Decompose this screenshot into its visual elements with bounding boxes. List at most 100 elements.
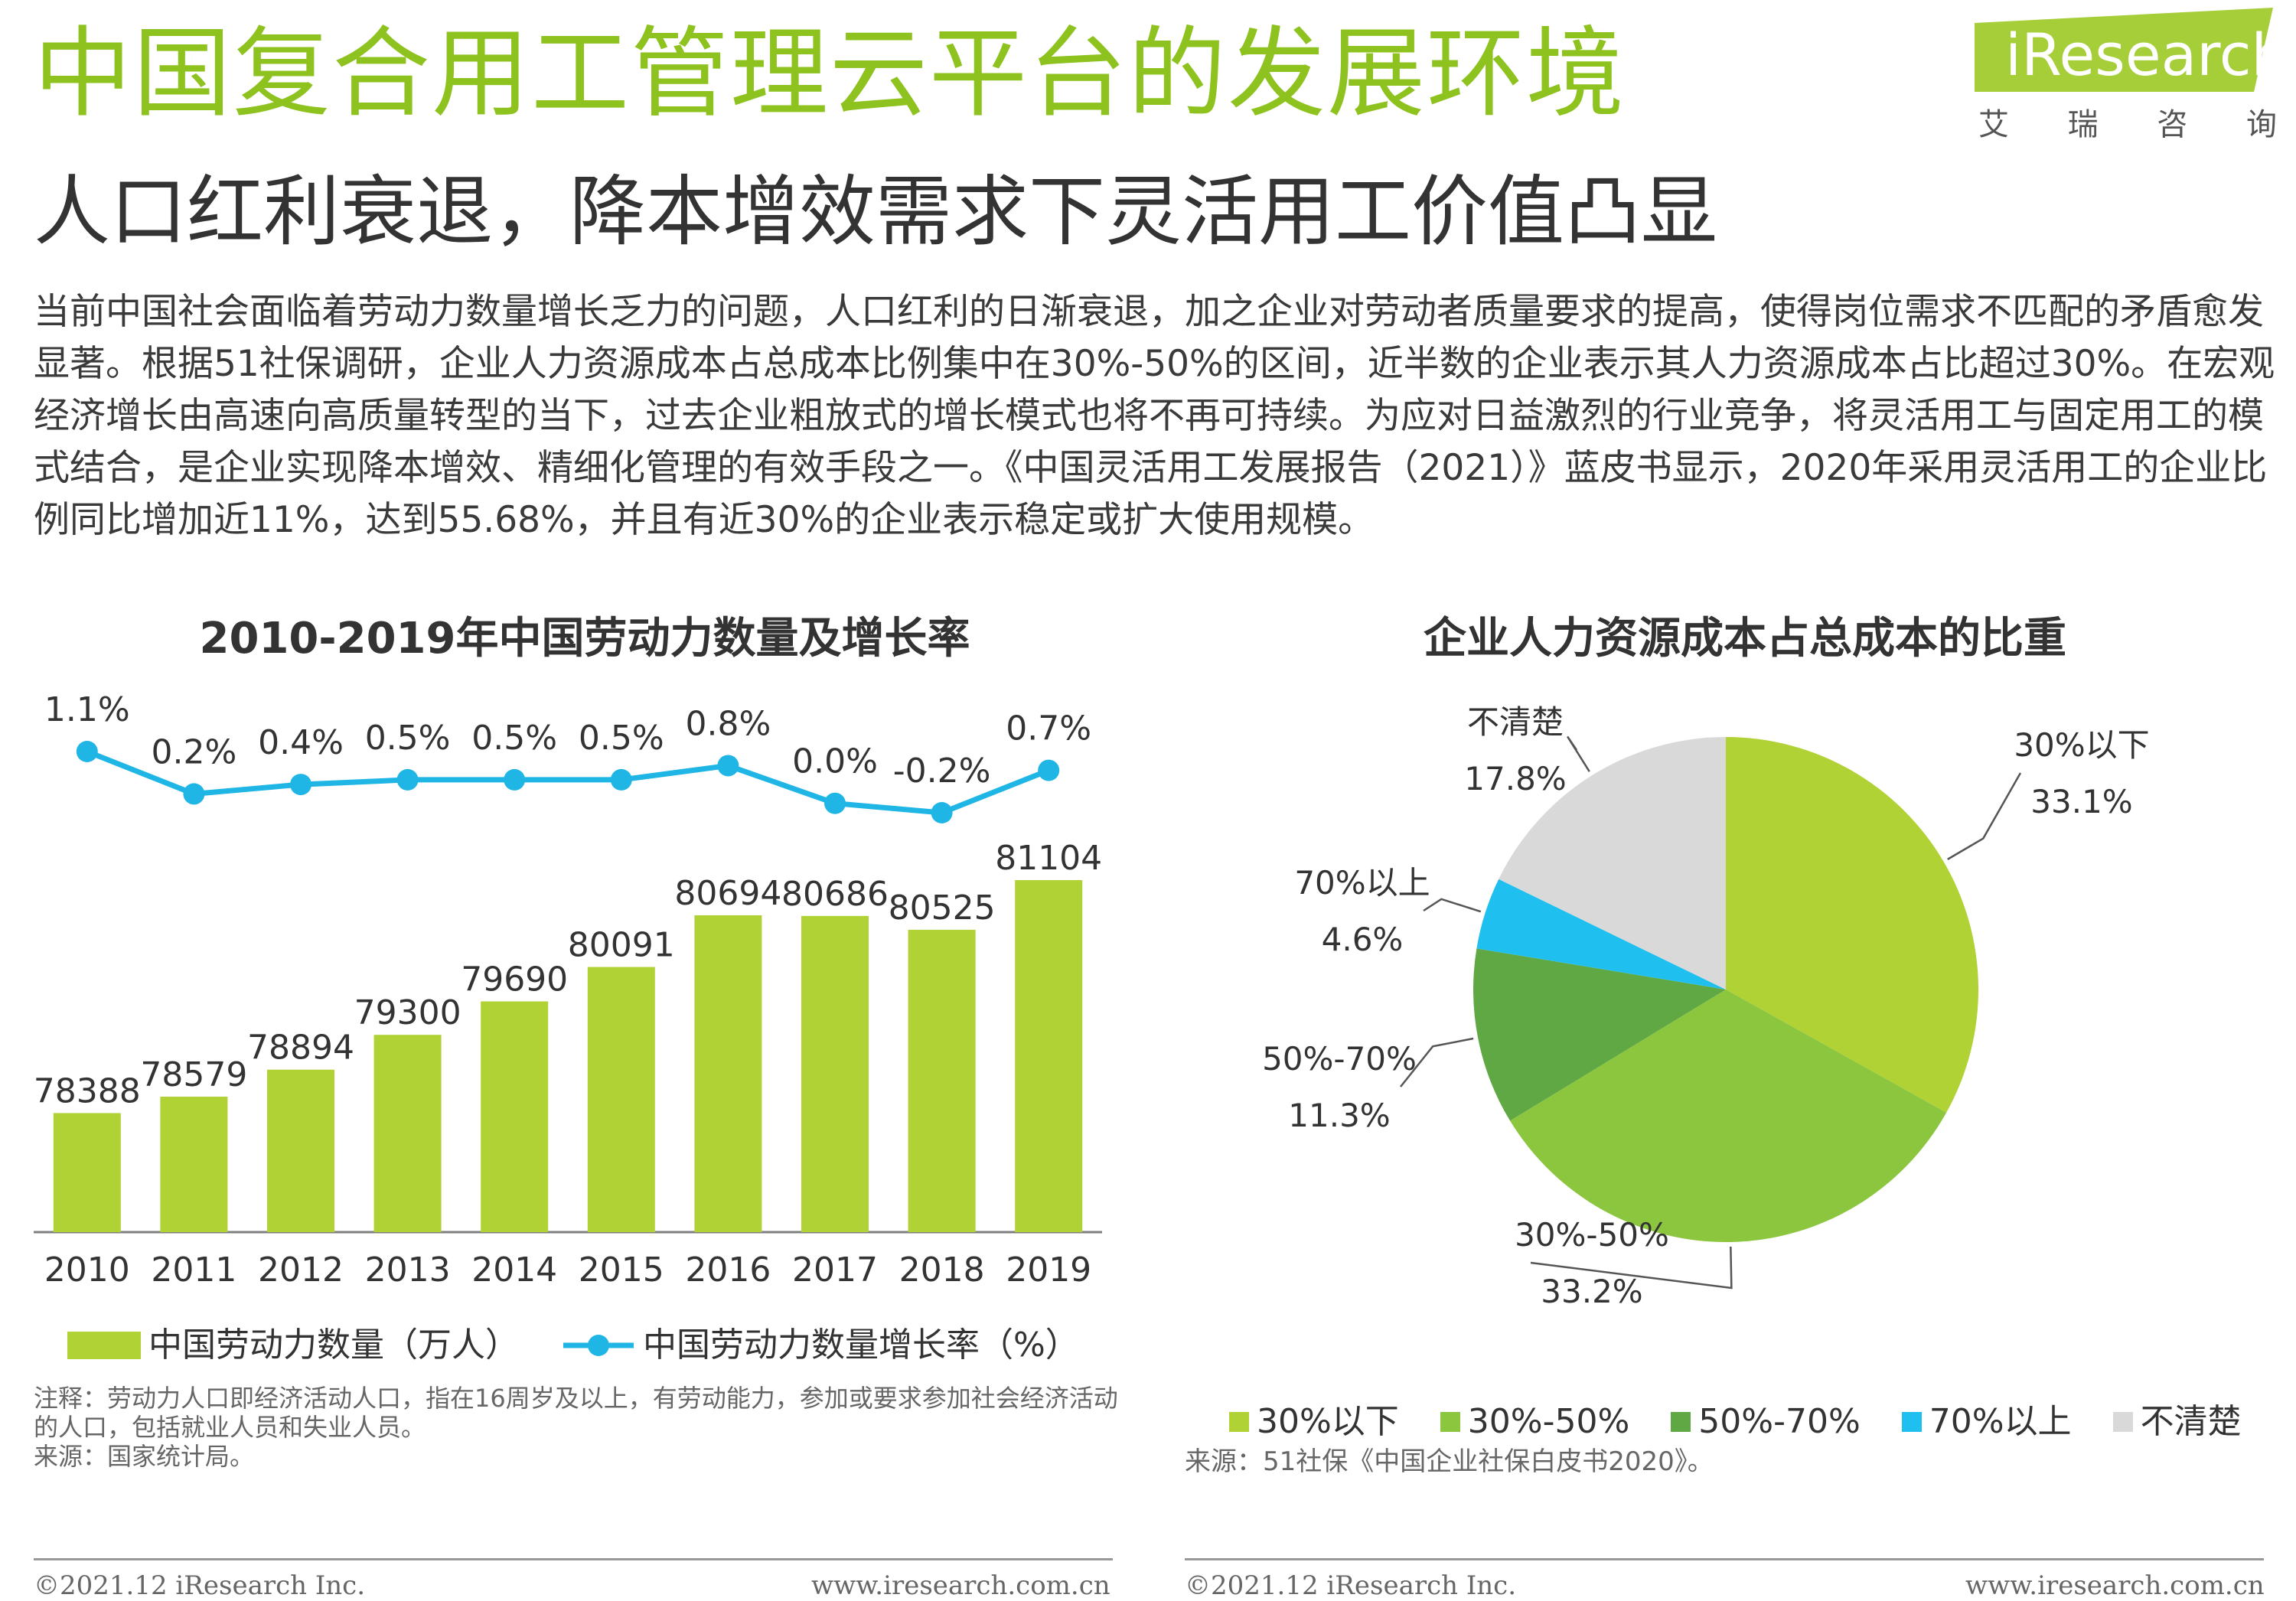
page-title: 中国复合用工管理云平台的发展环境	[34, 17, 1626, 131]
bar-value-label-2010: 78388	[34, 1071, 141, 1110]
growth-rate-label-2012: 0.4%	[258, 723, 344, 762]
footer-divider-right	[1185, 1558, 2264, 1560]
right-source: 来源：51社保《中国企业社保白皮书2020》。	[1185, 1446, 1714, 1477]
legend-label: 30%以下	[1257, 1402, 1399, 1441]
pie-slice-1	[1510, 990, 1947, 1242]
x-tick-label-2016: 2016	[685, 1250, 771, 1290]
legend-label: 70%以上	[1929, 1402, 2072, 1441]
pie-value-label-2: 11.3%	[1288, 1097, 1390, 1134]
growth-rate-point-2019	[1038, 759, 1060, 781]
growth-rate-point-2011	[183, 783, 205, 805]
bar-chart-title: 2010-2019年中国劳动力数量及增长率	[199, 614, 970, 664]
bar-2011	[160, 1097, 228, 1232]
note-text: 注释：劳动力人口即经济活动人口，指在16周岁及以上，有劳动能力，参加或要求参加社…	[34, 1384, 1118, 1442]
bar-2015	[587, 967, 655, 1232]
bar-value-label-2015: 80091	[568, 926, 675, 965]
legend-swatch	[1671, 1412, 1691, 1432]
growth-rate-point-2014	[504, 768, 526, 791]
bar-2016	[694, 915, 762, 1232]
growth-rate-point-2018	[931, 802, 953, 823]
growth-rate-point-2012	[290, 774, 311, 796]
growth-rate-label-2011: 0.2%	[152, 732, 237, 771]
legend-item-labor-count: 中国劳动力数量（万人）	[67, 1322, 519, 1368]
left-note: 注释：劳动力人口即经济活动人口，指在16周岁及以上，有劳动能力，参加或要求参加社…	[34, 1384, 1120, 1471]
legend-label: 30%-50%	[1467, 1402, 1630, 1441]
bar-value-label-2013: 79300	[354, 993, 461, 1032]
pie-slice-4	[1499, 737, 1726, 990]
legend-item-over-70: 70%以上	[1901, 1399, 2072, 1445]
x-tick-label-2018: 2018	[899, 1250, 985, 1290]
bar-2017	[801, 915, 869, 1232]
legend-item-30-50: 30%-50%	[1440, 1399, 1629, 1445]
footer-url-left[interactable]: www.iresearch.com.cn	[811, 1570, 1110, 1601]
hr-cost-pie-chart: 30%以下 33.1% 30%-50% 33.2% 50%-70% 11.3% 70%以上 4…	[1262, 703, 2150, 1310]
growth-rate-label-2018: -0.2%	[893, 752, 991, 791]
pie-category-label-4: 不清楚	[1467, 703, 1564, 741]
bar-2013	[373, 1035, 442, 1232]
pie-leader-line-0	[1947, 772, 2022, 860]
logo-sub-char: 瑞	[2067, 107, 2099, 142]
x-tick-label-2011: 2011	[151, 1250, 236, 1290]
bar-2019	[1015, 880, 1083, 1232]
pie-slice-3	[1476, 879, 1726, 990]
logo-text: iResearch	[2005, 21, 2288, 89]
logo-subtitle: 艾 瑞 咨 询	[1978, 99, 2277, 144]
x-tick-label-2013: 2013	[365, 1250, 451, 1290]
legend-item-unclear: 不清楚	[2112, 1399, 2242, 1445]
legend-label: 不清楚	[2140, 1402, 2242, 1441]
growth-rate-point-2017	[824, 792, 846, 814]
bar-2018	[908, 929, 976, 1232]
bar-2012	[267, 1069, 334, 1232]
legend-line-marker	[563, 1335, 634, 1356]
growth-rate-point-2010	[76, 741, 98, 762]
legend-label: 中国劳动力数量（万人）	[148, 1325, 519, 1365]
legend-swatch	[1440, 1412, 1460, 1432]
legend-item-under-30: 30%以下	[1229, 1399, 1399, 1445]
footer-divider-left	[34, 1558, 1113, 1560]
body-paragraph: 当前中国社会面临着劳动力数量增长乏力的问题，人口红利的日渐衰退，加之企业对劳动者…	[34, 291, 2275, 541]
bar-value-label-2012: 78894	[247, 1029, 354, 1068]
x-tick-label-2014: 2014	[471, 1250, 557, 1290]
legend-item-50-70: 50%-70%	[1671, 1399, 1861, 1445]
x-tick-label-2010: 2010	[44, 1250, 130, 1290]
legend-label: 中国劳动力数量增长率（%）	[643, 1325, 1079, 1365]
footer-copyright-left: ©2021.12 iResearch Inc.	[34, 1570, 366, 1601]
pie-leader-line-1	[1530, 1246, 1733, 1290]
growth-rate-label-2017: 0.0%	[792, 742, 878, 781]
bar-value-label-2019: 81104	[995, 839, 1102, 878]
bar-value-label-2011: 78579	[140, 1055, 247, 1094]
growth-rate-label-2014: 0.5%	[471, 719, 557, 758]
bar-value-label-2017: 80686	[781, 875, 889, 914]
legend-swatch	[1901, 1412, 1922, 1432]
footer-copyright-right: ©2021.12 iResearch Inc.	[1185, 1570, 1517, 1601]
pie-category-label-3: 70%以上	[1294, 864, 1430, 902]
source-text: 来源：国家统计局。	[34, 1442, 255, 1471]
x-tick-label-2015: 2015	[579, 1250, 664, 1290]
pie-value-label-3: 4.6%	[1322, 921, 1404, 958]
growth-rate-label-2013: 0.5%	[365, 719, 451, 758]
logo-sub-char: 艾	[1978, 107, 2009, 142]
legend-item-growth-rate: 中国劳动力数量增长率（%）	[562, 1322, 1079, 1368]
pie-leader-line-4	[1567, 735, 1590, 772]
bar-value-label-2018: 80525	[889, 889, 996, 928]
growth-rate-line	[86, 748, 1050, 816]
growth-rate-label-2016: 0.8%	[686, 704, 771, 743]
logo-sub-char: 询	[2245, 107, 2277, 142]
growth-rate-label-2010: 1.1%	[44, 690, 130, 729]
iresearch-logo	[1975, 8, 2273, 92]
bar-2014	[481, 1001, 549, 1232]
pie-chart-legend: 30%以下 30%-50% 50%-70% 70%以上 不清楚	[1229, 1399, 2242, 1445]
bar-2010	[53, 1113, 121, 1232]
footer-url-right[interactable]: www.iresearch.com.cn	[1965, 1570, 2265, 1601]
pie-leader-line-2	[1400, 1037, 1474, 1087]
growth-rate-point-2016	[717, 755, 739, 777]
pie-value-label-1: 33.2%	[1541, 1273, 1642, 1310]
pie-value-label-4: 17.8%	[1464, 760, 1566, 797]
legend-swatch	[1229, 1412, 1249, 1432]
pie-slice-2	[1473, 948, 1726, 1121]
logo-sub-char: 咨	[2157, 107, 2188, 142]
pie-category-label-1: 30%-50%	[1515, 1216, 1669, 1254]
growth-rate-point-2015	[610, 768, 632, 791]
legend-label: 50%-70%	[1698, 1402, 1861, 1441]
bar-value-label-2014: 79690	[461, 960, 568, 999]
